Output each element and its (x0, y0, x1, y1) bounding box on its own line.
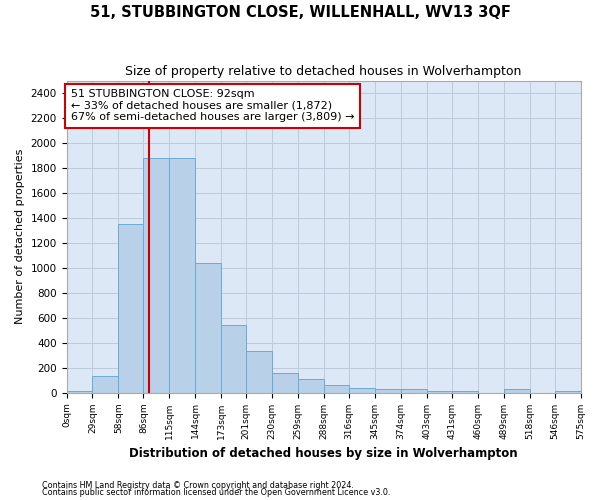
Bar (195, 263, 221, 392)
Text: Contains HM Land Registry data © Crown copyright and database right 2024.: Contains HM Land Registry data © Crown c… (42, 480, 354, 490)
Bar (324, 385, 349, 392)
Bar (452, 390, 478, 392)
Bar (272, 372, 298, 392)
Text: Contains public sector information licensed under the Open Government Licence v3: Contains public sector information licen… (42, 488, 391, 497)
Bar (503, 390, 530, 392)
Bar (221, 325, 246, 392)
Bar (246, 352, 272, 393)
Bar (169, 158, 195, 392)
Y-axis label: Number of detached properties: Number of detached properties (15, 149, 25, 324)
Bar (427, 390, 452, 392)
Bar (349, 388, 375, 392)
Bar (375, 389, 401, 392)
Bar (118, 224, 143, 392)
Bar (67, 390, 92, 392)
Bar (554, 390, 581, 392)
Bar (401, 390, 427, 392)
Title: Size of property relative to detached houses in Wolverhampton: Size of property relative to detached ho… (125, 65, 522, 78)
Bar (92, 376, 118, 392)
Bar (143, 158, 169, 392)
X-axis label: Distribution of detached houses by size in Wolverhampton: Distribution of detached houses by size … (129, 447, 518, 460)
Text: 51 STUBBINGTON CLOSE: 92sqm
← 33% of detached houses are smaller (1,872)
67% of : 51 STUBBINGTON CLOSE: 92sqm ← 33% of det… (71, 90, 355, 122)
Text: 51, STUBBINGTON CLOSE, WILLENHALL, WV13 3QF: 51, STUBBINGTON CLOSE, WILLENHALL, WV13 … (89, 5, 511, 20)
Bar (298, 379, 324, 392)
